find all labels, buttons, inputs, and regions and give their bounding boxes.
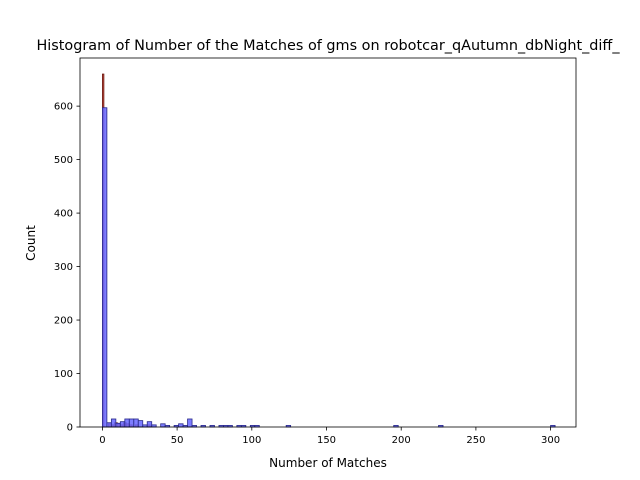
y-tick-label: 400 <box>54 209 73 220</box>
axes-frame <box>79 57 577 428</box>
x-tick-label: 50 <box>171 435 184 446</box>
blue-histogram-bar <box>133 418 139 428</box>
x-tick-label: 250 <box>466 435 485 446</box>
x-tick-label: 300 <box>541 435 560 446</box>
blue-histogram-bar <box>119 421 126 428</box>
blue-histogram-bar <box>106 422 112 428</box>
blue-histogram-bar <box>128 418 135 428</box>
x-tick-label: 200 <box>392 435 411 446</box>
y-tick-label: 500 <box>54 155 73 166</box>
blue-histogram-bar <box>178 423 184 428</box>
x-tick-label: 100 <box>242 435 261 446</box>
blue-histogram-bar <box>146 421 153 428</box>
x-tick-label: 0 <box>99 435 105 446</box>
blue-histogram-bar <box>187 418 193 428</box>
blue-histogram-bar <box>160 423 166 428</box>
blue-histogram-bar <box>124 418 130 428</box>
y-axis-ticks: 0 100 200 300 400 500 600 <box>54 102 80 434</box>
y-tick-label: 300 <box>54 262 73 273</box>
y-tick-label: 100 <box>54 369 73 380</box>
y-axis-label: Count <box>24 225 38 261</box>
plot-area-border <box>79 57 577 428</box>
histogram-bars <box>102 73 556 428</box>
x-tick-label: 150 <box>317 435 336 446</box>
y-tick-label: 0 <box>67 423 73 434</box>
y-tick-label: 200 <box>54 316 73 327</box>
blue-histogram-bar <box>110 418 117 428</box>
chart-title: Histogram of Number of the Matches of gm… <box>36 38 620 54</box>
y-tick-label: 600 <box>54 102 73 113</box>
blue-histogram-bar <box>102 107 108 428</box>
x-axis-ticks: 0 50 100 150 200 250 300 <box>99 427 560 446</box>
blue-histogram-bar <box>115 422 121 428</box>
x-axis-label: Number of Matches <box>269 456 387 470</box>
blue-histogram-bar <box>137 420 144 428</box>
